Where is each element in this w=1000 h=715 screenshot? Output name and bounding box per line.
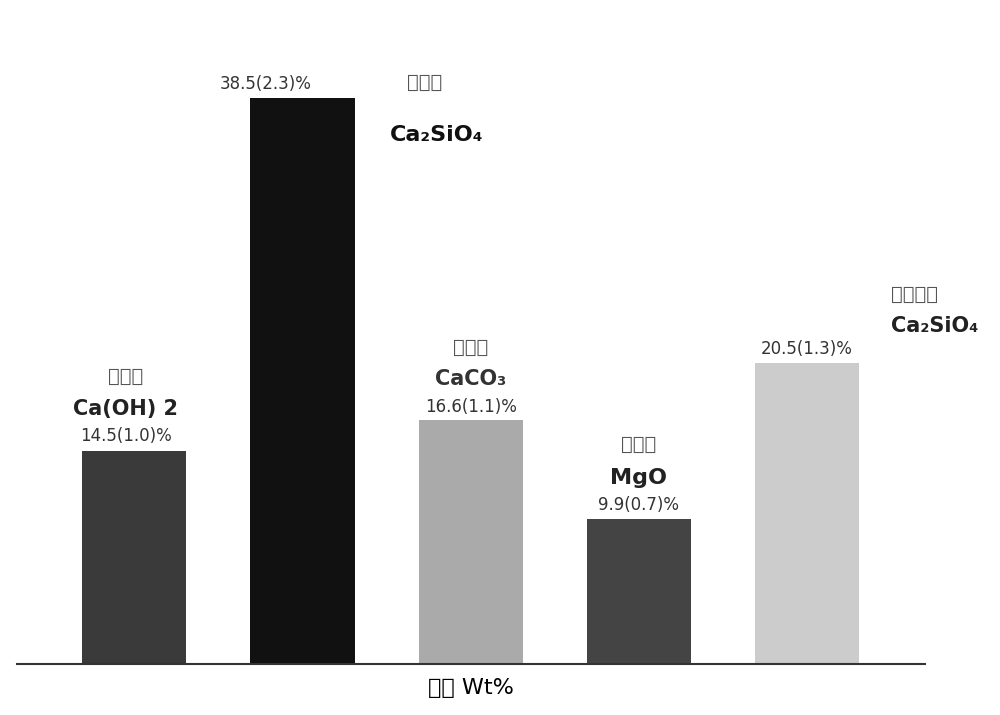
Text: 20.5(1.3)%: 20.5(1.3)% xyxy=(761,340,853,358)
Text: 方镁石: 方镁石 xyxy=(621,435,656,454)
Text: 橄榄石: 橄榄石 xyxy=(407,73,442,92)
Text: 方解石: 方解石 xyxy=(453,337,488,357)
Text: Ca₂SiO₄: Ca₂SiO₄ xyxy=(891,316,978,336)
X-axis label: 含量 Wt%: 含量 Wt% xyxy=(428,679,514,699)
Text: MgO: MgO xyxy=(610,468,667,488)
Text: Ca₂SiO₄: Ca₂SiO₄ xyxy=(390,124,483,144)
Text: 14.5(1.0)%: 14.5(1.0)% xyxy=(80,427,172,445)
Bar xyxy=(419,420,523,664)
Bar xyxy=(755,363,859,664)
Text: 翟钒石: 翟钒石 xyxy=(108,368,144,386)
Text: 16.6(1.1)%: 16.6(1.1)% xyxy=(425,398,517,415)
Bar xyxy=(82,451,186,664)
Bar xyxy=(250,98,355,664)
Text: CaCO₃: CaCO₃ xyxy=(435,369,506,389)
Bar xyxy=(587,518,691,664)
Text: 斜硅钒石: 斜硅钒石 xyxy=(891,285,938,304)
Text: Ca(OH) 2: Ca(OH) 2 xyxy=(73,398,178,418)
Text: 9.9(0.7)%: 9.9(0.7)% xyxy=(598,496,679,514)
Text: 38.5(2.3)%: 38.5(2.3)% xyxy=(220,75,311,93)
